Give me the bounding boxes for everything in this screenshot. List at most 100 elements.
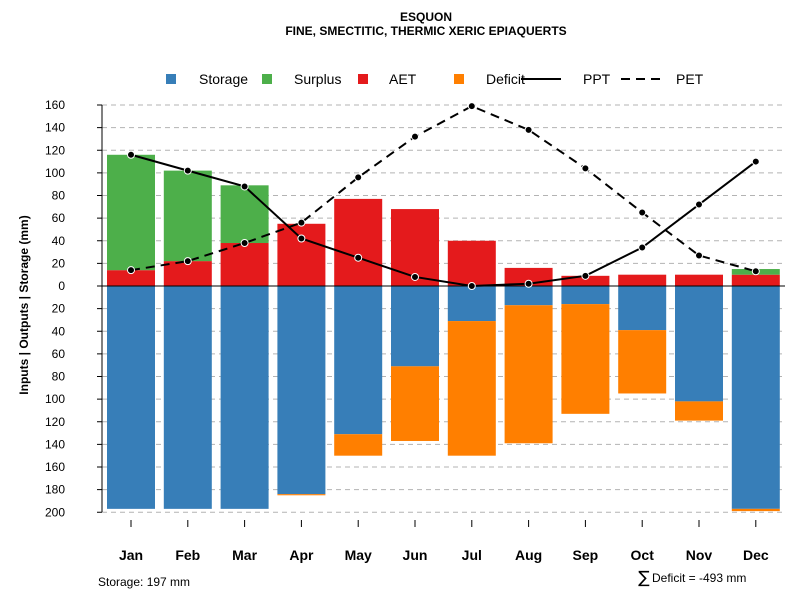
deficit-bar-may xyxy=(334,434,383,456)
aet-bar-nov xyxy=(675,274,723,286)
surplus-bar-feb xyxy=(163,170,212,262)
aet-bar-jan xyxy=(107,270,155,286)
legend: Storage Surplus AET Deficit PPT PET xyxy=(166,71,704,87)
pet-point-jan xyxy=(127,266,135,275)
y-tick-label: 20 xyxy=(52,256,66,270)
deficit-bar-nov xyxy=(675,401,723,421)
deficit-bar-aug xyxy=(504,305,553,444)
aet-bar-dec xyxy=(731,274,780,286)
legend-swatch-deficit xyxy=(454,74,464,84)
storage-bar-apr xyxy=(277,286,326,495)
surplus-bar-mar xyxy=(220,185,269,244)
ppt-point-oct xyxy=(638,243,647,252)
legend-label-surplus: Surplus xyxy=(294,71,341,87)
y-tick-label: 80 xyxy=(52,189,66,203)
storage-bar-sep xyxy=(561,286,610,305)
ppt-point-nov xyxy=(695,200,703,209)
pet-point-mar xyxy=(240,239,249,248)
month-label-mar: Mar xyxy=(232,547,257,563)
legend-swatch-surplus xyxy=(262,74,272,84)
y-tick-label: 180 xyxy=(45,483,65,497)
ppt-point-aug xyxy=(524,279,533,288)
ppt-point-jan xyxy=(127,150,135,159)
month-label-sep: Sep xyxy=(573,547,599,563)
storage-footnote: Storage: 197 mm xyxy=(98,575,190,589)
pet-line xyxy=(130,105,757,273)
ppt-point-may xyxy=(354,253,363,262)
y-tick-label: 100 xyxy=(45,166,65,180)
month-label-oct: Oct xyxy=(631,547,655,563)
deficit-bar-apr xyxy=(277,494,326,496)
y-tick-label: 120 xyxy=(45,143,65,157)
storage-bar-jan xyxy=(107,286,155,509)
month-label-apr: Apr xyxy=(289,547,314,563)
month-label-jul: Jul xyxy=(462,547,482,563)
y-tick-label: 20 xyxy=(52,302,66,316)
grid-layer xyxy=(102,104,785,513)
y-tick-label: 160 xyxy=(45,460,65,474)
pet-point-may xyxy=(354,173,363,182)
bar-layer xyxy=(107,154,780,512)
y-tick-label: 140 xyxy=(45,437,65,451)
y-tick-label: 60 xyxy=(52,347,66,361)
pet-point-apr xyxy=(297,218,306,227)
legend-swatch-storage xyxy=(166,74,176,84)
ppt-point-sep xyxy=(581,271,590,280)
x-tick-layer: Jan Feb Mar Apr May Jun Jul Aug Sep Oct Nov Dec xyxy=(119,520,769,563)
aet-bar-oct xyxy=(618,274,667,286)
deficit-footnote: Deficit = -493 mm xyxy=(652,571,746,585)
aet-bar-sep xyxy=(561,275,610,286)
deficit-bar-jul xyxy=(447,321,496,456)
pet-point-jul xyxy=(467,102,476,111)
ppt-point-mar xyxy=(240,182,249,191)
legend-label-pet: PET xyxy=(676,71,704,87)
aet-bar-may xyxy=(334,198,383,286)
legend-label-storage: Storage xyxy=(199,71,248,87)
surplus-bar-jan xyxy=(107,154,155,271)
pet-point-aug xyxy=(524,125,533,134)
deficit-bar-sep xyxy=(561,304,610,414)
y-tick-label: 40 xyxy=(52,324,66,338)
aet-bar-mar xyxy=(220,243,269,286)
y-tick-label: 200 xyxy=(45,505,65,519)
month-label-dec: Dec xyxy=(743,547,769,563)
y-tick-label: 120 xyxy=(45,415,65,429)
storage-bar-aug xyxy=(504,286,553,306)
month-label-may: May xyxy=(345,547,372,563)
month-label-feb: Feb xyxy=(175,547,200,563)
sum-symbol: ∑ xyxy=(638,568,650,588)
ppt-point-dec xyxy=(751,157,760,166)
storage-bar-mar xyxy=(220,286,269,509)
month-label-aug: Aug xyxy=(515,547,542,563)
chart-title: ESQUON xyxy=(400,10,452,24)
y-tick-label: 60 xyxy=(52,211,66,225)
pet-point-nov xyxy=(695,251,703,260)
deficit-bar-oct xyxy=(618,330,667,394)
y-tick-label: 140 xyxy=(45,121,65,135)
aet-bar-apr xyxy=(277,223,326,286)
legend-label-ppt: PPT xyxy=(583,71,611,87)
month-label-jun: Jun xyxy=(403,547,428,563)
deficit-bar-jun xyxy=(391,366,439,441)
y-tick-label: 100 xyxy=(45,392,65,406)
deficit-bar-dec xyxy=(731,508,780,512)
ppt-point-apr xyxy=(297,234,306,243)
ppt-point-jul xyxy=(467,282,476,290)
y-axis-label: Inputs | Outputs | Storage (mm) xyxy=(17,215,31,394)
aet-bar-jul xyxy=(447,240,496,286)
pet-point-dec xyxy=(751,267,760,276)
y-tick-label: 40 xyxy=(52,234,66,248)
chart-subtitle: FINE, SMECTITIC, THERMIC XERIC EPIAQUERT… xyxy=(285,24,566,38)
ppt-line xyxy=(130,153,757,288)
y-tick-layer: 1601401201008060402002040608010012014016… xyxy=(45,98,102,519)
y-tick-label: 80 xyxy=(52,370,66,384)
storage-bar-feb xyxy=(163,286,212,509)
storage-bar-dec xyxy=(731,286,780,509)
aet-bar-feb xyxy=(163,261,212,286)
ppt-point-feb xyxy=(183,166,192,175)
month-label-jan: Jan xyxy=(119,547,143,563)
storage-bar-nov xyxy=(675,286,723,402)
legend-label-deficit: Deficit xyxy=(486,71,525,87)
pet-point-jun xyxy=(411,132,419,141)
